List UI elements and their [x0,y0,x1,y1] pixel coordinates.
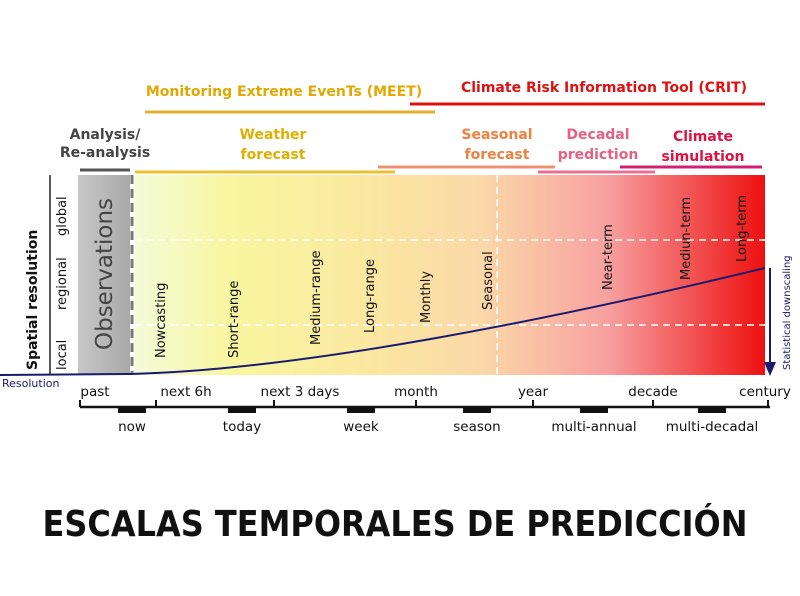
timeline-label: season [453,419,500,435]
category-label: Climate [673,129,733,145]
range-label: Long-range [363,259,378,333]
category-headers: Analysis/ Re-analysis Weather forecast S… [60,127,745,165]
range-label: Short-range [227,281,242,358]
timeline: past next 6h next 3 days month year decade cen… [79,384,791,435]
timeline-label: now [118,419,146,435]
level-label: local [55,340,70,370]
timeline-label: week [343,419,379,435]
category-label: Analysis/ [70,127,142,143]
range-label: Near-term [601,224,616,290]
resolution-curve [0,267,766,376]
category-label: forecast [241,147,306,163]
timeline-label: month [394,384,438,400]
timeline-label: today [223,419,261,435]
timeline-block [698,407,726,413]
arrow-head [764,362,776,376]
category-label: Decadal [566,127,629,143]
observations-label: Observations [92,198,118,350]
timeline-block [347,407,375,413]
category-label: forecast [465,147,530,163]
timeline-block [228,407,256,413]
category-label: Re-analysis [60,145,150,161]
category-label: prediction [558,147,639,163]
range-label: Medium-range [309,251,324,345]
category-label: Weather [240,127,307,143]
timeline-block [580,407,608,413]
program-label: Monitoring Extreme EvenTs (MEET) [146,84,422,100]
axis-title: Spatial resolution [25,230,41,370]
timeline-label: past [80,384,109,400]
page-title: ESCALAS TEMPORALES DE PREDICCIÓN [43,503,748,545]
observations-box [78,175,130,375]
timeline-label: century [739,384,791,400]
downscaling-label: Statistical downscaling [782,255,793,370]
range-label: Mediun-term [679,197,694,280]
range-label: Long-term [735,195,750,262]
forecast-area [135,175,765,375]
timeline-block [118,407,146,413]
curve-label: Resolution [2,377,60,390]
program-label: Climate Risk Information Tool (CRIT) [461,80,747,96]
category-label: Seasonal [461,127,532,143]
timeline-label: decade [628,384,677,400]
timeline-label: year [518,384,549,400]
timeline-block [463,407,491,413]
timeline-label: multi-annual [551,419,636,435]
level-label: global [55,196,70,236]
range-label: Monthly [419,271,434,323]
range-labels: Nowcasting Short-range Medium-range Long-ra… [154,195,750,358]
category-label: simulation [661,149,744,165]
timeline-label: next 3 days [261,384,340,400]
level-label: regional [55,257,70,310]
range-label: Nowcasting [154,283,169,358]
timeline-label: next 6h [160,384,211,400]
range-label: Seasonal [481,251,496,310]
timeline-label: multi-decadal [666,419,759,435]
